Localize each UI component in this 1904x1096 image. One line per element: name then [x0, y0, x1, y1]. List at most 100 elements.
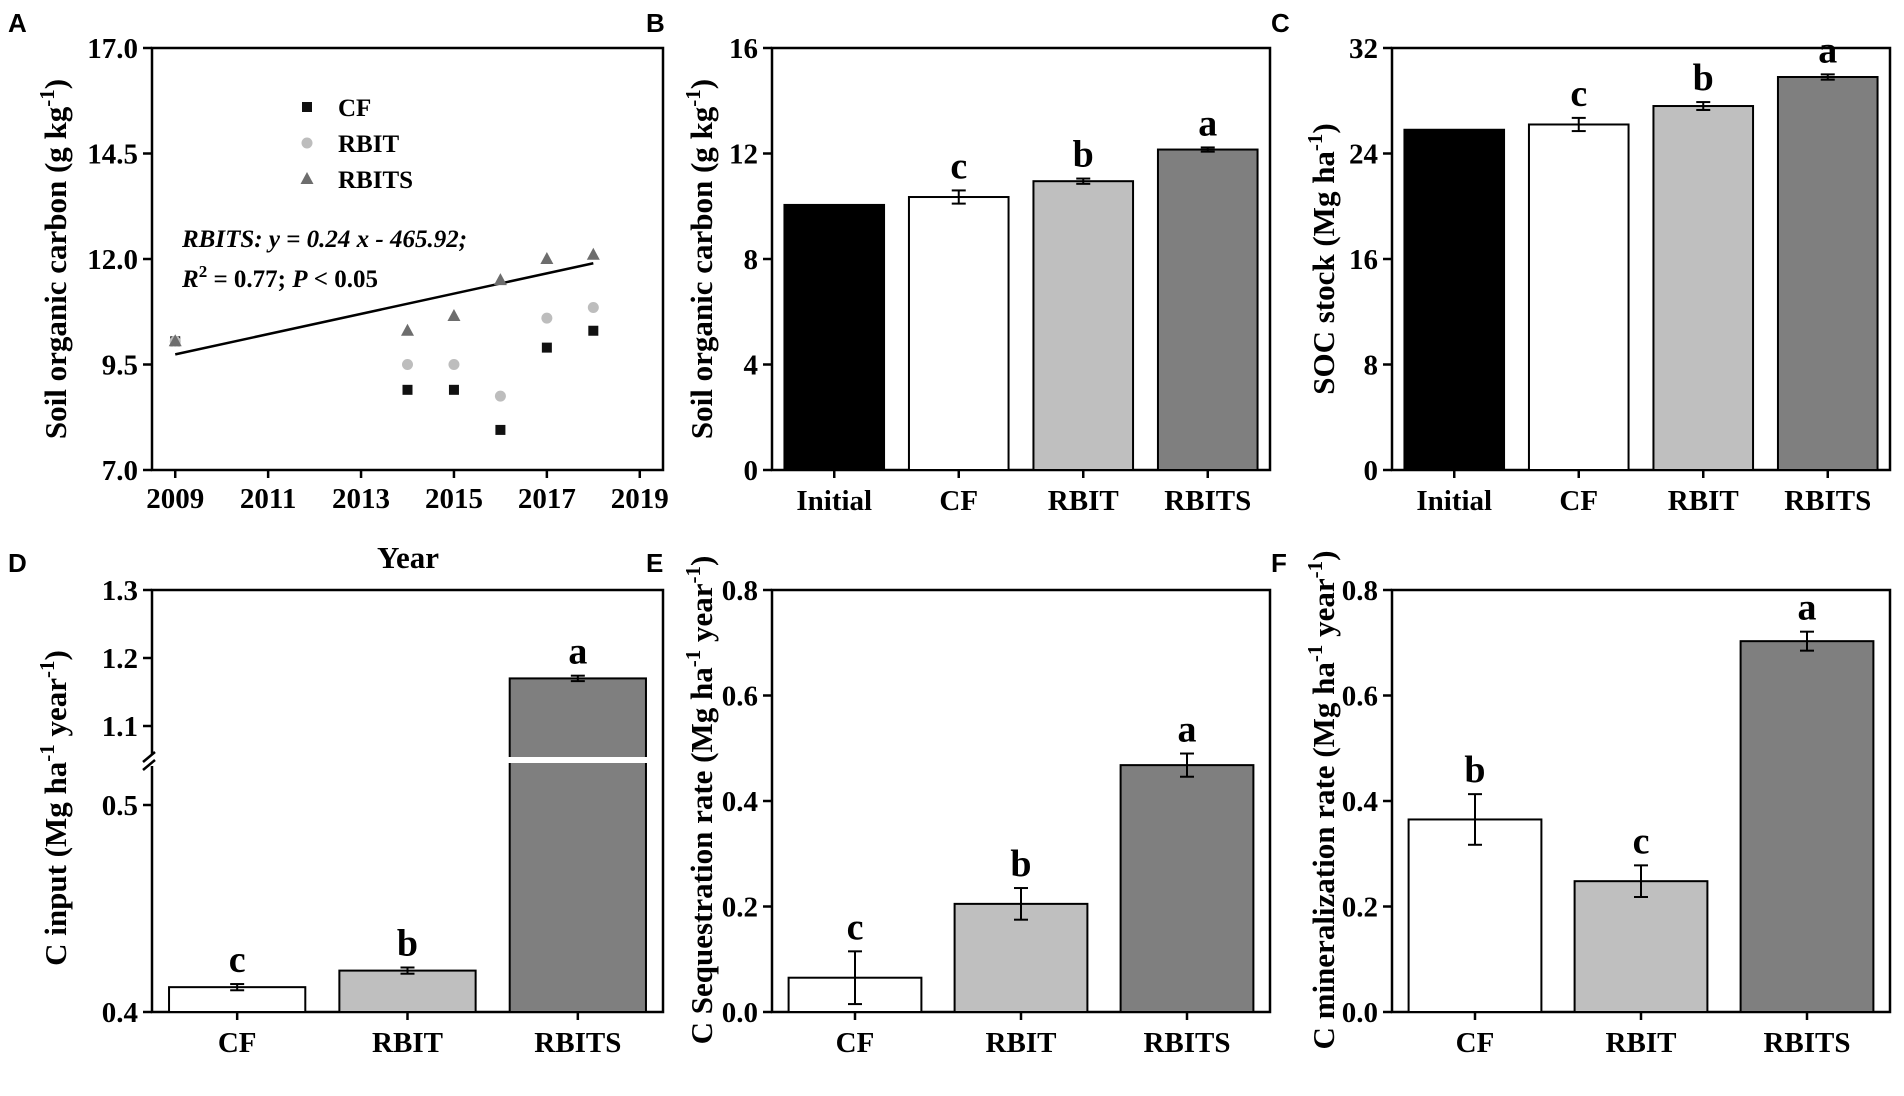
panel-A-annotation-equation: RBITS: y = 0.24 x - 465.92;	[181, 226, 467, 253]
panel-D-ytick-label: 0.4	[102, 997, 138, 1029]
panel-A-ylabel: Soil organic carbon (g kg-1)	[35, 79, 73, 439]
panel-F-xtick-label-CF: CF	[1456, 1027, 1495, 1059]
panel-letter-D: D	[8, 548, 27, 578]
panel-D-xtick-label-RBITS: RBITS	[534, 1027, 621, 1059]
panel-B-sig-letter-CF: c	[950, 145, 967, 187]
panel-E-xtick-label-RBIT: RBIT	[986, 1027, 1057, 1059]
panel-A-point-RBIT	[448, 359, 460, 370]
panel-C-bar-CF	[1527, 123, 1630, 472]
panel-C-bar-RBIT	[1652, 105, 1755, 472]
panel-E-ytick-label: 0.2	[722, 892, 758, 924]
panel-A-xlabel: Year	[377, 540, 439, 575]
panel-E-xtick-label-RBITS: RBITS	[1143, 1027, 1230, 1059]
panel-A-xtick-label: 2019	[611, 483, 669, 515]
panel-D-sig-letter-RBIT: b	[397, 922, 418, 964]
panel-C-sig-letter-RBIT: b	[1693, 57, 1714, 99]
panel-B-bar-CF	[907, 196, 1010, 472]
panel-E-bar-RBITS	[1119, 764, 1255, 1013]
panel-A-point-RBIT	[494, 390, 506, 402]
panel-A-xtick-label: 2013	[332, 483, 390, 515]
panel-letter-A: A	[8, 8, 27, 38]
panel-E-xtick-label-CF: CF	[836, 1027, 875, 1059]
panel-D-ylabel: C input (Mg ha-1 year-1)	[35, 650, 73, 966]
panel-letter-B: B	[646, 8, 665, 38]
panel-A-ytick-label: 14.5	[87, 139, 138, 171]
panel-B-ytick-label: 0	[744, 455, 759, 487]
panel-A-xtick-label: 2015	[425, 483, 483, 515]
panel-C-ytick-label: 0	[1364, 455, 1379, 487]
panel-D-axis-break-mask	[148, 754, 156, 766]
panel-F-ytick-label: 0.8	[1342, 575, 1378, 607]
panel-B-xtick-label-RBITS: RBITS	[1164, 485, 1251, 517]
panel-A-point-CF	[448, 384, 459, 395]
panel-A-regression-line	[174, 261, 594, 356]
panel-B-xtick-label-CF: CF	[939, 485, 978, 517]
panel-D-axis-break-slash	[142, 751, 156, 763]
panel-D-bar-RBITS	[508, 677, 647, 1014]
panel-A-legend-marker-RBITS	[300, 172, 314, 184]
panel-A-point-CF	[495, 424, 506, 435]
panel-D-axis-break-gap	[507, 757, 648, 763]
panel-F-xtick-label-RBIT: RBIT	[1606, 1027, 1677, 1059]
panel-F-ylabel: C mineralization rate (Mg ha-1 year-1)	[1303, 550, 1341, 1049]
panel-A-ytick-label: 12.0	[87, 244, 138, 276]
panel-C-ytick-label: 24	[1349, 139, 1378, 171]
panel-A-legend-label-RBIT: RBIT	[338, 131, 399, 158]
panel-D-ytick-label: 1.1	[102, 711, 138, 743]
panel-C-xtick-label-RBIT: RBIT	[1668, 485, 1739, 517]
panel-C-ytick-label: 16	[1349, 244, 1378, 276]
panel-B-bar-Initial	[783, 203, 886, 471]
panel-C-sig-letter-CF: c	[1570, 73, 1587, 115]
panel-B-ytick-label: 16	[729, 33, 758, 65]
panel-A-frame	[150, 46, 665, 472]
panel-E-ytick-label: 0.8	[722, 575, 758, 607]
panel-A-legend-marker-CF	[302, 102, 312, 112]
panel-C-bar-Initial	[1403, 128, 1506, 471]
panel-A-point-RBIT	[587, 302, 599, 314]
panel-B-ytick-label: 4	[744, 350, 759, 382]
panel-C-xtick-label-RBITS: RBITS	[1784, 485, 1871, 517]
panel-F-bar-RBITS	[1739, 640, 1875, 1013]
panel-A-ytick-label: 17.0	[87, 33, 138, 65]
panel-E-ytick-label: 0.6	[722, 681, 758, 713]
panel-D-bar-RBIT	[338, 969, 477, 1013]
panel-C-xtick-label-CF: CF	[1559, 485, 1598, 517]
panel-A-annotation-stats: R2 = 0.77; P < 0.05	[181, 262, 378, 293]
panel-A-xtick-label: 2017	[518, 483, 576, 515]
panel-F-sig-letter-RBIT: c	[1633, 820, 1650, 862]
panel-letter-F: F	[1271, 548, 1287, 578]
panel-B-sig-letter-RBIT: b	[1073, 134, 1094, 176]
panel-E-sig-letter-RBITS: a	[1178, 709, 1197, 751]
panel-B-ylabel: Soil organic carbon (g kg-1)	[681, 79, 719, 439]
panel-A-xtick-label: 2011	[240, 483, 296, 515]
panel-F-sig-letter-CF: b	[1464, 749, 1485, 791]
panel-B-sig-letter-RBITS: a	[1198, 102, 1217, 144]
panel-A-legend-marker-RBIT	[301, 137, 313, 149]
panel-B-xtick-label-RBIT: RBIT	[1048, 485, 1119, 517]
panel-B-bar-RBITS	[1156, 148, 1259, 471]
panel-letter-C: C	[1271, 8, 1290, 38]
panel-F-ytick-label: 0.0	[1342, 997, 1378, 1029]
panel-C-ylabel: SOC stock (Mg ha-1)	[1303, 123, 1341, 395]
panel-D-sig-letter-CF: c	[229, 939, 246, 981]
panel-A-point-CF	[588, 325, 599, 336]
panel-E-ylabel: C Sequestration rate (Mg ha-1 year-1)	[681, 556, 719, 1045]
panel-D-axis-break-slash	[142, 759, 156, 771]
panel-A-xtick-label: 2009	[146, 483, 204, 515]
panel-E-ytick-label: 0.0	[722, 997, 758, 1029]
panel-F-ytick-label: 0.4	[1342, 786, 1378, 818]
panel-A-point-RBITS	[540, 252, 554, 264]
panel-C-sig-letter-RBITS: a	[1818, 29, 1837, 71]
panel-B-bar-RBIT	[1032, 180, 1135, 471]
panel-E-ytick-label: 0.4	[722, 786, 758, 818]
panel-E-sig-letter-CF: c	[847, 906, 864, 948]
panel-C-ytick-label: 32	[1349, 33, 1378, 65]
panel-B-ytick-label: 8	[744, 244, 759, 276]
panel-F-ytick-label: 0.2	[1342, 892, 1378, 924]
panel-E-bar-RBIT	[953, 902, 1089, 1013]
panel-D-xtick-label-CF: CF	[218, 1027, 257, 1059]
panel-D-sig-letter-RBITS: a	[568, 631, 587, 673]
panel-A-point-RBITS	[168, 334, 182, 347]
panel-A-point-RBIT	[541, 312, 553, 324]
panel-B-ytick-label: 12	[729, 139, 758, 171]
